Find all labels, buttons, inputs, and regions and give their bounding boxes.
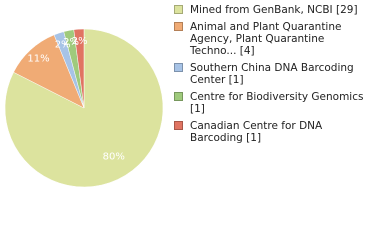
legend-item: Centre for Biodiversity Genomics [1] [174,91,364,115]
legend-label: Canadian Centre for DNA Barcoding [1] [190,120,323,144]
legend-swatch [174,63,183,72]
legend-swatch [174,121,183,130]
legend-label: Animal and Plant Quarantine Agency, Plan… [190,21,342,57]
legend-swatch [174,5,183,14]
data-label: 2% [63,37,79,48]
legend-swatch [174,92,183,101]
legend-label: Centre for Biodiversity Genomics [1] [190,91,364,115]
legend-swatch [174,22,183,31]
legend-item: Southern China DNA Barcoding Center [1] [174,62,364,86]
legend-item: Canadian Centre for DNA Barcoding [1] [174,120,364,144]
legend: Mined from GenBank, NCBI [29] Animal and … [174,4,364,149]
data-label: 80% [103,151,125,162]
chart: 80% 11% 2%2%2% [4,28,164,188]
pie-slice [73,28,85,109]
data-label: 2% [72,36,88,47]
legend-label: Southern China DNA Barcoding Center [1] [190,62,354,86]
data-label: 11% [27,54,49,65]
legend-item: Animal and Plant Quarantine Agency, Plan… [174,21,364,57]
legend-item: Mined from GenBank, NCBI [29] [174,4,364,16]
data-label: 2% [55,39,71,50]
legend-label: Mined from GenBank, NCBI [29] [190,4,358,16]
